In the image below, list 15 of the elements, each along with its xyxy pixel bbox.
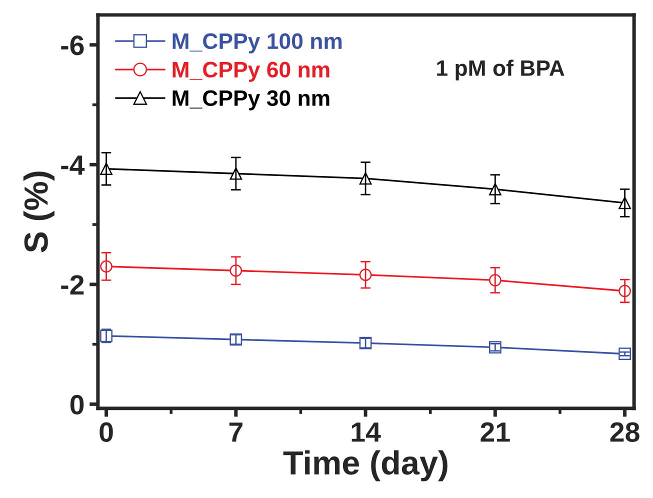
x-tick-label: 7 xyxy=(229,422,242,442)
y-axis-title: S (%) xyxy=(23,172,55,252)
legend-label: M_CPPy 60 nm xyxy=(172,62,330,82)
y-tick-label: -2 xyxy=(61,275,84,294)
x-axis-title: Time (day) xyxy=(283,450,448,482)
legend-label: M_CPPy 100 nm xyxy=(172,33,342,54)
legend-label: M_CPPy 30 nm xyxy=(172,90,330,110)
y-tick-label: 0 xyxy=(70,394,84,415)
x-tick-label: 14 xyxy=(352,422,381,442)
x-tick-label: 21 xyxy=(480,422,510,442)
x-tick-label: 0 xyxy=(100,422,113,442)
y-tick-label: -4 xyxy=(61,156,85,175)
annotation: 1 pM of BPA xyxy=(437,60,564,80)
x-tick-label: 28 xyxy=(610,422,640,442)
y-tick-label: -6 xyxy=(61,36,84,56)
